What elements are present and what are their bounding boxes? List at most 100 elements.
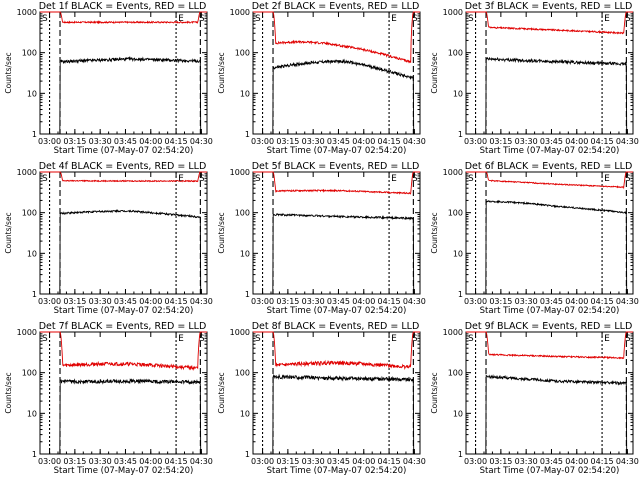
x-tick-label: 04:15: [378, 137, 401, 146]
lld-series-line: [466, 171, 633, 190]
x-tick-label: 04:30: [403, 297, 426, 306]
x-tick-label: 03:30: [515, 137, 538, 146]
panel-det-3: Det 3f BLACK = Events, RED = LLD 1 10 100 10…: [430, 1, 639, 156]
plot-frame: [252, 331, 421, 455]
x-tick-label: 04:30: [403, 457, 426, 466]
x-tick-label: 04:30: [190, 137, 213, 146]
y-tick-label: 100: [235, 369, 250, 378]
x-tick-label: 03:15: [63, 457, 86, 466]
start-marker-text: S: [468, 14, 474, 24]
x-tick-label: 03:00: [251, 457, 274, 466]
y-tick-label: 1000: [230, 168, 250, 177]
panel-det-9: Det 9f BLACK = Events, RED = LLD 1 10 100 10…: [430, 321, 639, 476]
events-series-line: [466, 56, 633, 135]
y-tick-label: 10: [453, 249, 463, 258]
panel-title: Det 6f BLACK = Events, RED = LLD: [465, 161, 633, 172]
events-series-line: [253, 373, 420, 455]
panel-title: Det 4f BLACK = Events, RED = LLD: [39, 161, 207, 172]
x-tick-label: 03:15: [489, 457, 512, 466]
x-tick-label: 04:00: [139, 297, 162, 306]
end-marker-text: E: [178, 14, 184, 24]
panel-title: Det 3f BLACK = Events, RED = LLD: [465, 1, 633, 12]
x-tick-label: 04:30: [190, 457, 213, 466]
y-tick-label: 10: [27, 89, 37, 98]
x-tick-label: 03:00: [464, 137, 487, 146]
plot-frame: [39, 171, 208, 295]
x-tick-label: 04:00: [352, 457, 375, 466]
x-tick-label: 03:45: [114, 137, 137, 146]
x-tick-label: 04:15: [591, 297, 614, 306]
end-marker-text: E: [391, 334, 397, 344]
y-tick-label: 1000: [443, 328, 463, 337]
panel-title: Det 5f BLACK = Events, RED = LLD: [252, 161, 420, 172]
y-tick-label: 1: [32, 450, 37, 459]
y-tick-label: 1000: [17, 8, 37, 17]
y-tick-label: 1000: [17, 328, 37, 337]
plot-frame: [39, 11, 208, 135]
y-tick-label: 1: [458, 290, 463, 299]
panel-title: Det 9f BLACK = Events, RED = LLD: [465, 321, 633, 332]
start2-marker-text: S: [625, 14, 631, 24]
x-tick-label: 03:00: [464, 297, 487, 306]
x-tick-label: 03:45: [540, 297, 563, 306]
events-series-line: [40, 209, 207, 295]
x-tick-label: 03:15: [276, 297, 299, 306]
panel-det-5: Det 5f BLACK = Events, RED = LLD 1 10 100 10…: [217, 161, 426, 316]
plot-frame: [465, 331, 634, 455]
x-tick-label: 04:15: [165, 297, 188, 306]
x-tick-label: 04:30: [190, 297, 213, 306]
y-tick-label: 100: [448, 209, 463, 218]
y-axis-label: Counts/sec: [430, 52, 439, 93]
start2-marker-text: S: [199, 174, 205, 184]
y-tick-label: 1: [32, 290, 37, 299]
y-tick-label: 1: [32, 130, 37, 139]
x-tick-label: 04:15: [591, 137, 614, 146]
lld-series-line: [466, 11, 633, 35]
start-marker-text: S: [42, 14, 48, 24]
end-marker-text: E: [604, 334, 610, 344]
x-tick-label: 03:30: [89, 457, 112, 466]
start2-marker-text: S: [412, 14, 418, 24]
start-marker-text: S: [468, 334, 474, 344]
y-axis-label: Counts/sec: [430, 212, 439, 253]
y-tick-label: 1000: [443, 8, 463, 17]
x-tick-label: 03:00: [251, 297, 274, 306]
panel-det-8: Det 8f BLACK = Events, RED = LLD 1 10 100 10…: [217, 321, 426, 476]
start-marker-text: S: [42, 334, 48, 344]
end-marker-text: E: [391, 174, 397, 184]
x-tick-label: 03:30: [89, 297, 112, 306]
x-tick-label: 03:00: [38, 297, 61, 306]
panel-title: Det 7f BLACK = Events, RED = LLD: [39, 321, 207, 332]
panel-title: Det 2f BLACK = Events, RED = LLD: [252, 1, 420, 12]
x-tick-label: 04:15: [378, 297, 401, 306]
y-tick-label: 10: [453, 409, 463, 418]
x-tick-label: 03:30: [515, 457, 538, 466]
y-tick-label: 100: [235, 49, 250, 58]
events-series-line: [253, 58, 420, 135]
x-tick-label: 03:45: [540, 137, 563, 146]
x-tick-label: 03:45: [540, 457, 563, 466]
y-axis-label: Counts/sec: [217, 52, 226, 93]
lld-series-line: [466, 331, 633, 360]
y-tick-label: 10: [27, 249, 37, 258]
lld-series-line: [253, 11, 420, 64]
start2-marker-text: S: [412, 174, 418, 184]
panel-det-2: Det 2f BLACK = Events, RED = LLD 1 10 100 10…: [217, 1, 426, 156]
x-axis-label: Start Time (07-May-07 02:54:20): [54, 146, 194, 156]
start-marker-text: S: [42, 174, 48, 184]
x-tick-label: 03:15: [276, 457, 299, 466]
lld-series-line: [40, 11, 207, 25]
x-axis-label: Start Time (07-May-07 02:54:20): [267, 306, 407, 316]
start2-marker-text: S: [412, 334, 418, 344]
y-tick-label: 10: [240, 249, 250, 258]
x-tick-label: 04:30: [616, 297, 639, 306]
x-tick-label: 04:00: [139, 137, 162, 146]
x-tick-label: 03:30: [302, 297, 325, 306]
y-axis-label: Counts/sec: [430, 372, 439, 413]
y-axis-label: Counts/sec: [4, 372, 13, 413]
y-axis-label: Counts/sec: [217, 372, 226, 413]
y-axis-label: Counts/sec: [4, 212, 13, 253]
y-tick-label: 100: [235, 209, 250, 218]
